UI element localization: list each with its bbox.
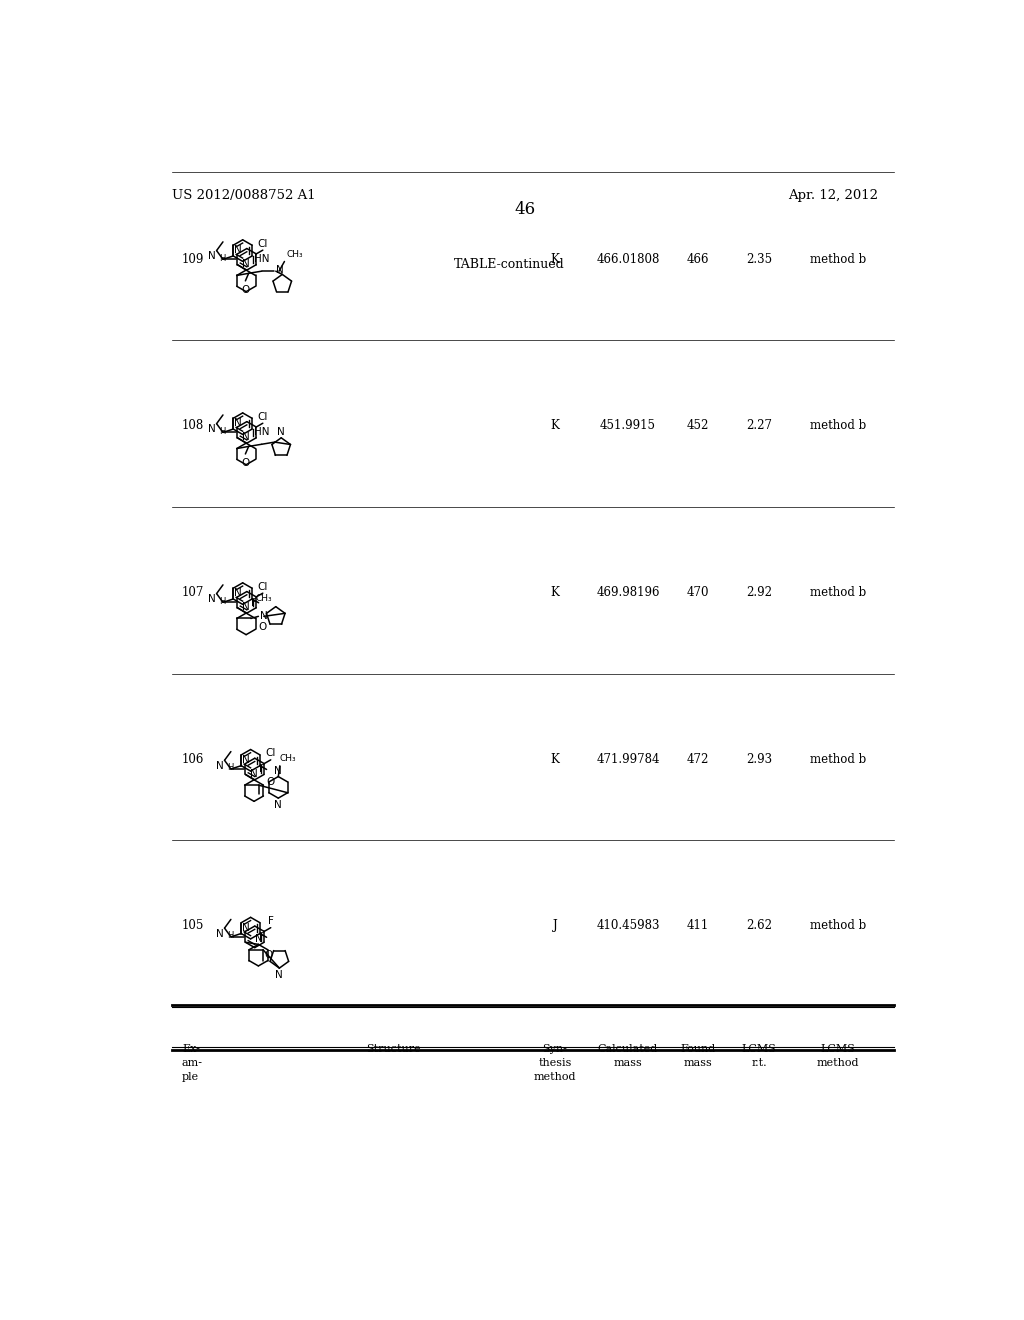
Text: N: N bbox=[274, 800, 283, 809]
Text: O: O bbox=[258, 622, 266, 632]
Text: F: F bbox=[259, 932, 265, 942]
Text: N: N bbox=[260, 611, 267, 622]
Text: N: N bbox=[234, 589, 242, 598]
Text: 472: 472 bbox=[687, 752, 709, 766]
Text: method b: method b bbox=[810, 252, 866, 265]
Text: N: N bbox=[243, 433, 250, 442]
Text: Structure: Structure bbox=[367, 1044, 421, 1053]
Text: Cl: Cl bbox=[258, 412, 268, 421]
Text: TABLE-continued: TABLE-continued bbox=[454, 257, 564, 271]
Text: Ex-
am-
ple: Ex- am- ple bbox=[182, 1044, 203, 1081]
Text: method b: method b bbox=[810, 586, 866, 599]
Text: Calculated
mass: Calculated mass bbox=[598, 1044, 658, 1068]
Text: 109: 109 bbox=[182, 252, 205, 265]
Text: Syn-
thesis
method: Syn- thesis method bbox=[534, 1044, 577, 1081]
Text: 2.92: 2.92 bbox=[745, 586, 772, 599]
Text: N: N bbox=[208, 251, 216, 261]
Text: 107: 107 bbox=[182, 586, 205, 599]
Text: 2.27: 2.27 bbox=[745, 420, 772, 432]
Text: N: N bbox=[234, 418, 242, 428]
Text: F: F bbox=[259, 764, 265, 775]
Text: N: N bbox=[275, 970, 284, 979]
Text: Found
mass: Found mass bbox=[680, 1044, 716, 1068]
Text: 470: 470 bbox=[686, 586, 709, 599]
Text: K: K bbox=[551, 752, 559, 766]
Text: N: N bbox=[242, 923, 250, 933]
Text: O: O bbox=[242, 285, 250, 296]
Text: LCMS
r.t.: LCMS r.t. bbox=[741, 1044, 776, 1068]
Text: CH₃: CH₃ bbox=[256, 594, 272, 603]
Text: H: H bbox=[227, 763, 233, 772]
Text: CH₃: CH₃ bbox=[287, 251, 303, 259]
Text: H: H bbox=[227, 931, 233, 940]
Text: 452: 452 bbox=[687, 420, 709, 432]
Text: 469.98196: 469.98196 bbox=[596, 586, 659, 599]
Text: N: N bbox=[242, 755, 250, 764]
Text: 106: 106 bbox=[182, 752, 205, 766]
Text: Apr. 12, 2012: Apr. 12, 2012 bbox=[787, 189, 878, 202]
Text: HN: HN bbox=[254, 426, 269, 437]
Text: N: N bbox=[243, 259, 250, 269]
Text: K: K bbox=[551, 586, 559, 599]
Text: method b: method b bbox=[810, 919, 866, 932]
Text: 2.35: 2.35 bbox=[745, 252, 772, 265]
Text: Cl: Cl bbox=[258, 239, 268, 248]
Text: N: N bbox=[234, 246, 242, 255]
Text: Cl: Cl bbox=[265, 748, 275, 758]
Text: N: N bbox=[278, 428, 285, 437]
Text: US 2012/0088752 A1: US 2012/0088752 A1 bbox=[172, 189, 315, 202]
Text: N: N bbox=[216, 929, 223, 939]
Text: F: F bbox=[268, 916, 273, 927]
Text: 410.45983: 410.45983 bbox=[596, 919, 659, 932]
Text: 466: 466 bbox=[686, 252, 709, 265]
Text: 471.99784: 471.99784 bbox=[596, 752, 659, 766]
Text: 105: 105 bbox=[182, 919, 205, 932]
Text: N: N bbox=[275, 265, 284, 275]
Text: HN: HN bbox=[254, 253, 269, 264]
Text: 466.01808: 466.01808 bbox=[596, 252, 659, 265]
Text: O: O bbox=[266, 777, 274, 787]
Text: 411: 411 bbox=[687, 919, 709, 932]
Text: N: N bbox=[250, 770, 258, 779]
Text: F: F bbox=[251, 598, 257, 607]
Text: method b: method b bbox=[810, 752, 866, 766]
Text: N: N bbox=[274, 766, 283, 776]
Text: 2.93: 2.93 bbox=[745, 752, 772, 766]
Text: CH₃: CH₃ bbox=[280, 754, 297, 763]
Text: N: N bbox=[255, 933, 262, 944]
Text: K: K bbox=[551, 252, 559, 265]
Text: N: N bbox=[208, 425, 216, 434]
Text: method b: method b bbox=[810, 420, 866, 432]
Text: N: N bbox=[243, 602, 250, 612]
Text: N: N bbox=[208, 594, 216, 605]
Text: O: O bbox=[242, 458, 250, 469]
Text: LCMS
method: LCMS method bbox=[817, 1044, 859, 1068]
Text: Cl: Cl bbox=[258, 582, 268, 591]
Text: O: O bbox=[264, 950, 272, 960]
Text: H: H bbox=[219, 426, 225, 436]
Text: 451.9915: 451.9915 bbox=[600, 420, 656, 432]
Text: H: H bbox=[219, 253, 225, 263]
Text: H: H bbox=[219, 597, 225, 606]
Text: 46: 46 bbox=[514, 201, 536, 218]
Text: K: K bbox=[551, 420, 559, 432]
Text: N: N bbox=[216, 762, 223, 771]
Text: 2.62: 2.62 bbox=[745, 919, 772, 932]
Text: J: J bbox=[553, 919, 557, 932]
Text: 108: 108 bbox=[182, 420, 204, 432]
